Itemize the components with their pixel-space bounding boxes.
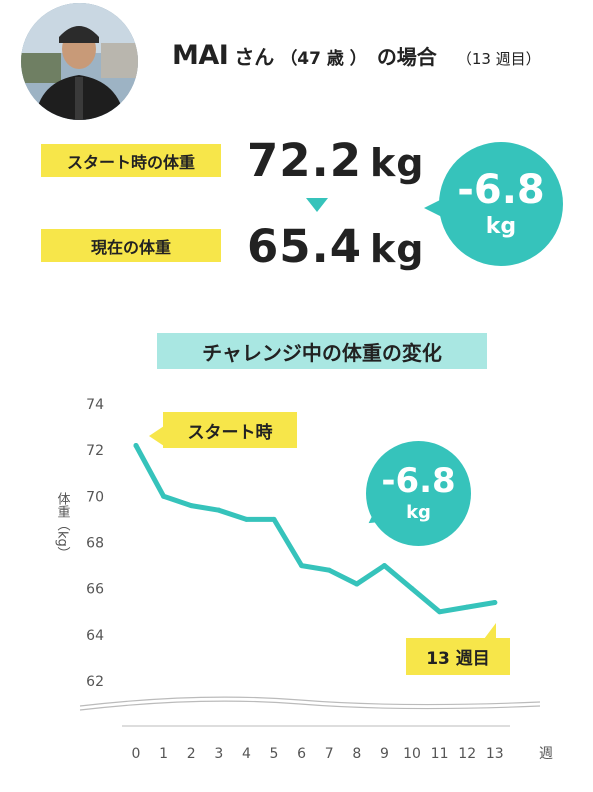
y-tick-label: 74 <box>86 397 104 413</box>
x-tick-label: 8 <box>352 746 361 762</box>
y-tick-label: 70 <box>86 489 104 505</box>
x-tick-label: 11 <box>431 746 449 762</box>
y-tick-label: 72 <box>86 443 104 459</box>
chart-title: チャレンジ中の体重の変化 <box>157 333 487 369</box>
data-point <box>216 507 222 513</box>
x-tick-label: 1 <box>159 746 168 762</box>
data-point <box>354 581 360 587</box>
chart-weight-loss-unit: kg <box>406 502 431 523</box>
chart-weight-loss-bubble: -6.8 kg <box>366 441 471 546</box>
data-point <box>299 563 305 569</box>
profile-name: MAI <box>172 40 229 71</box>
x-tick-label: 3 <box>214 746 223 762</box>
x-tick-label: 2 <box>187 746 196 762</box>
profile-honorific: さん <box>234 45 275 69</box>
start-weight-value: 72.2 kg <box>247 138 425 183</box>
data-point <box>188 503 194 509</box>
profile-weeks: （13 週目） <box>456 50 541 68</box>
x-tick-label: 7 <box>325 746 334 762</box>
y-tick-label: 64 <box>86 628 104 644</box>
end-annotation-tail <box>484 623 496 639</box>
y-tick-label: 62 <box>86 674 104 690</box>
weight-loss-value: -6.8 <box>457 166 545 213</box>
x-tick-label: 4 <box>242 746 251 762</box>
weight-loss-unit: kg <box>485 213 517 239</box>
y-tick-label: 68 <box>86 536 104 552</box>
axis-break-line <box>79 700 541 711</box>
data-point <box>326 567 332 573</box>
y-axis-label: 体重（kg） <box>55 492 71 560</box>
current-weight-unit: kg <box>370 227 425 271</box>
weight-loss-bubble: -6.8 kg <box>439 142 563 266</box>
axis-break-line <box>79 696 541 707</box>
data-point <box>437 609 443 615</box>
x-tick-label: 13 <box>486 746 504 762</box>
weight-series-line <box>133 443 498 615</box>
data-point <box>464 604 470 610</box>
y-tick-label: 66 <box>86 582 104 598</box>
start-weight-label: スタート時の体重 <box>41 144 221 177</box>
profile-age: （47 歳 ） <box>280 49 367 69</box>
chart-weight-loss-value: -6.8 <box>381 461 456 501</box>
x-tick-label: 0 <box>132 746 141 762</box>
data-point <box>161 493 167 499</box>
data-point <box>243 516 249 522</box>
x-tick-label: 10 <box>403 746 421 762</box>
x-axis-label: 週 <box>539 746 553 762</box>
data-point <box>381 563 387 569</box>
x-tick-label: 6 <box>297 746 306 762</box>
current-weight-number: 65.4 <box>247 220 363 273</box>
end-annotation: 13 週目 <box>406 638 510 675</box>
data-point <box>409 586 415 592</box>
current-weight-value: 65.4 kg <box>247 224 425 269</box>
start-annotation-tail <box>149 426 164 446</box>
profile-photo <box>21 3 138 120</box>
start-annotation: スタート時 <box>163 412 297 448</box>
profile-title: MAI さん （47 歳 ） の場合 （13 週目） <box>172 40 541 80</box>
current-weight-label: 現在の体重 <box>41 229 221 262</box>
start-weight-number: 72.2 <box>247 134 363 187</box>
data-point <box>492 600 498 606</box>
data-point <box>271 516 277 522</box>
profile-case-label: の場合 <box>376 45 437 69</box>
start-weight-unit: kg <box>370 141 425 185</box>
x-tick-label: 9 <box>380 746 389 762</box>
avatar <box>21 3 138 120</box>
x-tick-label: 5 <box>270 746 279 762</box>
down-arrow-icon <box>306 198 328 212</box>
data-point <box>133 443 139 449</box>
x-tick-label: 12 <box>458 746 476 762</box>
